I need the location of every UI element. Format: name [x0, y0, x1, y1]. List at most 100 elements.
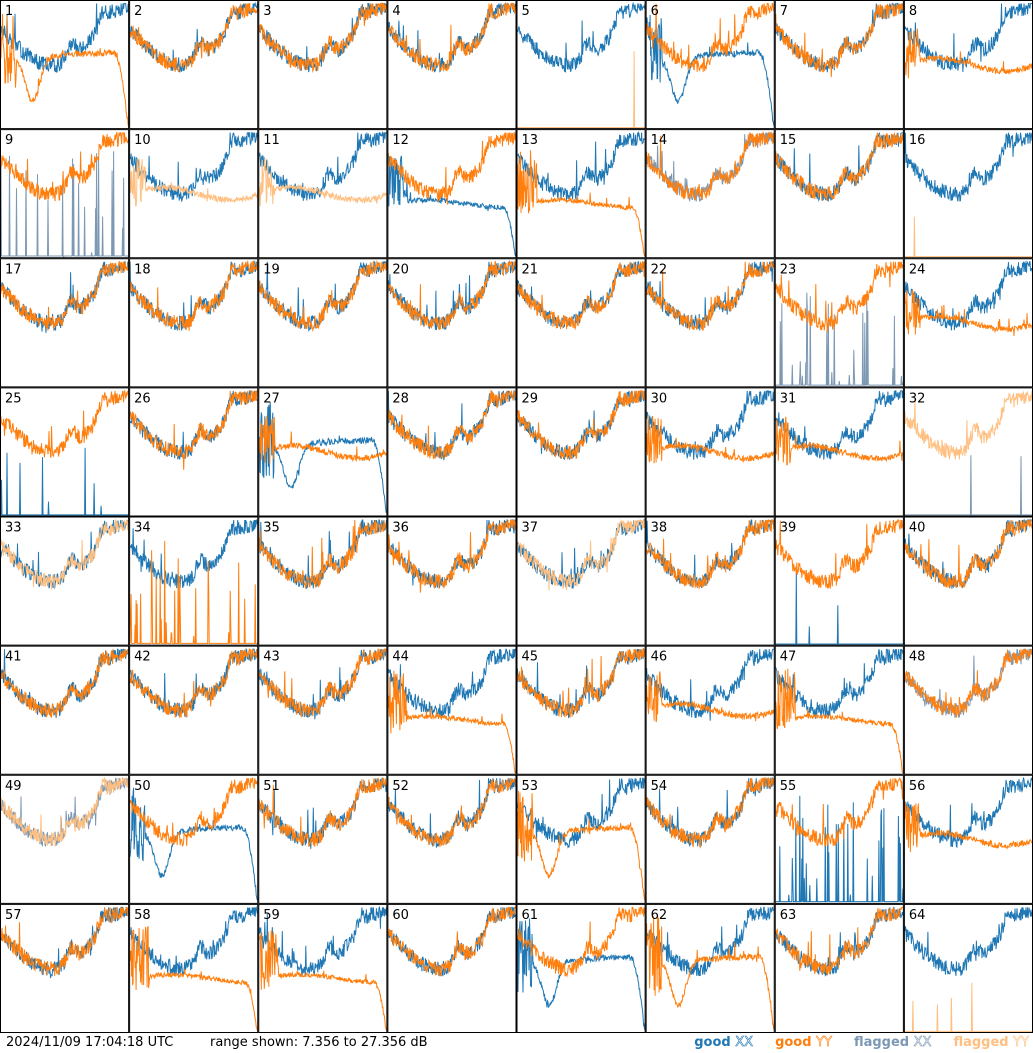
series-yy-21	[517, 261, 646, 331]
series-xx-23	[775, 292, 904, 386]
panel-51: 51	[258, 774, 388, 904]
panel-border	[903, 387, 1033, 517]
panel-border	[645, 129, 775, 259]
series-xx-10	[129, 132, 258, 203]
panel-border	[516, 516, 646, 646]
panel-border	[645, 0, 775, 130]
panel-label: 18	[134, 262, 151, 277]
panel-1: 1	[0, 0, 130, 130]
series-xx-55	[775, 795, 904, 903]
series-yy-2	[129, 3, 258, 73]
series-yy-54	[646, 776, 775, 849]
panel-border	[516, 258, 646, 388]
panel-border	[774, 903, 904, 1033]
panel-border	[774, 387, 904, 517]
series-yy-53	[517, 790, 646, 901]
legend-word: flagged	[853, 1035, 914, 1050]
panel-label: 26	[134, 391, 151, 406]
range-label: range shown: 7.356 to 27.356 dB	[210, 1035, 428, 1050]
panel-border	[516, 774, 646, 904]
series-xx-32	[904, 455, 1032, 516]
panel-40: 40	[903, 516, 1033, 646]
panel-border	[0, 258, 130, 388]
panel-26: 26	[129, 387, 259, 517]
panel-label: 5	[522, 4, 530, 19]
panel-12: 12	[387, 129, 517, 259]
panel-border	[129, 774, 259, 904]
panel-label: 36	[392, 521, 409, 536]
series-yy-52	[387, 778, 516, 848]
panel-label: 23	[780, 262, 797, 277]
panel-label: 61	[522, 908, 539, 923]
series-yy-5	[517, 51, 645, 128]
panel-border	[645, 387, 775, 517]
legend-item: flagged XX	[853, 1035, 932, 1051]
panel-33: 33	[0, 516, 130, 646]
timestamp-label: 2024/11/09 17:04:18 UTC	[6, 1035, 174, 1050]
panel-border	[129, 129, 259, 259]
panel-14: 14	[645, 129, 775, 259]
series-xx-9	[0, 151, 129, 259]
panel-17: 17	[0, 258, 130, 388]
panel-border	[645, 645, 775, 775]
series-yy-50	[129, 777, 258, 847]
series-yy-46	[646, 671, 775, 723]
series-yy-12	[387, 132, 516, 205]
panel-label: 59	[263, 908, 280, 923]
series-yy-25	[0, 390, 129, 458]
panel-label: 56	[909, 779, 926, 794]
panel-border	[903, 903, 1033, 1033]
panel-label: 54	[651, 779, 668, 794]
panel-label: 4	[392, 4, 400, 19]
panel-border	[258, 0, 388, 130]
panel-border	[645, 516, 775, 646]
series-xx-15	[775, 132, 903, 202]
series-xx-8	[904, 3, 1032, 73]
panel-label: 9	[5, 133, 13, 148]
panel-label: 3	[263, 4, 271, 19]
panel-border	[645, 258, 775, 388]
panel-label: 46	[651, 650, 668, 665]
panel-border	[258, 774, 388, 904]
panel-18: 18	[129, 258, 259, 388]
panel-border	[387, 129, 517, 259]
panel-border	[774, 258, 904, 388]
panel-25: 25	[0, 387, 130, 517]
panel-border	[258, 516, 388, 646]
legend-item: good XX	[694, 1035, 753, 1051]
panel-9: 9	[0, 129, 130, 259]
series-yy-22	[646, 260, 775, 331]
panel-label: 45	[522, 650, 539, 665]
panel-label: 55	[780, 779, 797, 794]
panel-label: 32	[909, 391, 926, 406]
panel-42: 42	[129, 645, 259, 775]
panel-64: 64	[903, 903, 1033, 1033]
panel-label: 11	[263, 133, 280, 148]
series-xx-44	[387, 648, 516, 718]
panel-label: 27	[263, 391, 280, 406]
series-yy-8	[904, 28, 1033, 79]
panel-label: 12	[392, 133, 409, 148]
series-xx-46	[646, 648, 774, 721]
panel-57: 57	[0, 903, 130, 1033]
series-yy-44	[387, 670, 516, 773]
panel-border	[903, 645, 1033, 775]
panel-border	[516, 645, 646, 775]
panel-24: 24	[903, 258, 1033, 388]
panel-label: 40	[909, 521, 926, 536]
series-yy-11	[258, 157, 387, 206]
series-yy-30	[646, 415, 775, 464]
series-yy-6	[646, 3, 775, 72]
panel-22: 22	[645, 258, 775, 388]
panel-border	[258, 387, 388, 517]
panel-label: 41	[5, 650, 22, 665]
series-xx-27	[258, 402, 387, 514]
panel-label: 42	[134, 650, 151, 665]
series-yy-49	[0, 776, 129, 847]
panel-border	[129, 645, 259, 775]
series-yy-9	[0, 132, 129, 202]
series-xx-6	[646, 14, 775, 126]
series-yy-10	[129, 158, 258, 207]
legend-pol: YY	[1013, 1035, 1029, 1051]
panel-13: 13	[516, 129, 646, 259]
